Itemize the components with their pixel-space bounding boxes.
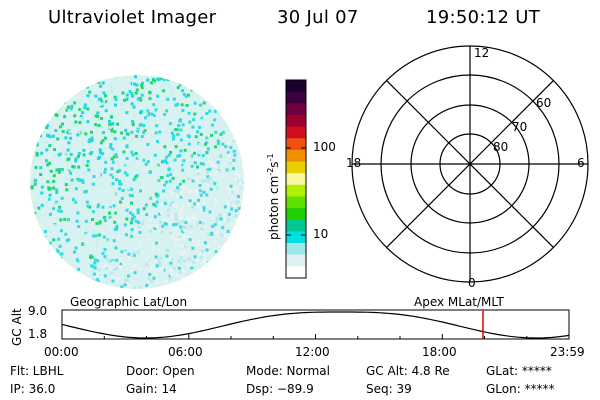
time-label: 19:50:12 UT [426,7,541,28]
colorbar-cell [286,231,306,244]
colorbar-cell [286,219,306,233]
door-value: Door: Open [126,364,195,378]
mlat-label-70: 70 [512,120,528,134]
colorbar-cell [286,254,306,267]
colorbar-cell [286,208,306,221]
mlt-label-18: 18 [346,156,362,170]
colorbar-units-label: photon cm-2s-1 [266,153,281,240]
colorbar-label-100: 100 [313,140,336,154]
mode-value: Mode: Normal [246,364,330,378]
ip-value: IP: 36.0 [10,382,56,396]
seq-value: Seq: 39 [366,382,412,396]
x-tick-label-2: 12:00 [295,345,330,359]
colorbar-cell [286,138,306,151]
glat-value: GLat: ***** [486,364,552,378]
glon-value: GLon: ***** [486,382,555,396]
polar-grid [351,45,589,283]
colorbar-cell [286,126,306,139]
date-label: 30 Jul 07 [277,7,359,28]
x-tick-label-3: 18:00 [422,345,457,359]
y-tick-bottom: 1.8 [28,327,48,341]
mlat-label-60: 60 [536,96,552,110]
colorbar-cell [286,266,306,279]
colorbar-cell [286,184,306,198]
colorbar-cell [286,80,306,93]
orbit-plot [61,309,570,340]
x-tick-label-0: 00:00 [44,345,79,359]
uv-image-disk [30,75,244,289]
colorbar-cell [286,243,306,256]
gain-value: Gain: 14 [126,382,177,396]
mlt-label-6: 6 [577,156,585,170]
mlat-label-80: 80 [493,140,509,154]
gc-alt-axis-label: GC Alt [10,308,24,346]
mlt-label-12: 12 [474,46,490,60]
colorbar-label-10: 10 [313,227,329,241]
colorbar-cell [286,196,306,209]
gc-alt-value: GC Alt: 4.8 Re [366,364,450,378]
mlt-label-0: 0 [468,276,476,290]
filter-value: Flt: LBHL [10,364,64,378]
colorbar-cell [286,91,306,104]
app-title: Ultraviolet Imager [48,7,217,28]
y-tick-top: 9.0 [28,304,48,318]
colorbar-cell [286,114,306,128]
colorbar-cell [286,161,306,174]
apex-label: Apex MLat/MLT [414,295,504,309]
x-tick-label-1: 06:00 [168,345,203,359]
colorbar-cell [286,173,306,186]
x-tick-label-4: 23:59 [550,345,585,359]
colorbar [285,79,307,279]
geographic-label: Geographic Lat/Lon [70,295,188,309]
colorbar-cell [286,103,306,116]
dsp-value: Dsp: −89.9 [246,382,314,396]
colorbar-cell [286,149,306,163]
